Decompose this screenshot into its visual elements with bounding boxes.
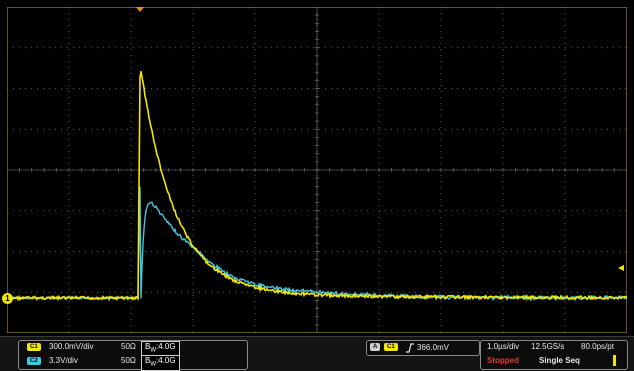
ch2-bandwidth-sub: W — [150, 361, 157, 368]
status-bar: C1 300.0mV/div 50Ω BW:4.0G C2 3.3V/div 5… — [0, 336, 634, 371]
ch1-bandwidth[interactable]: BW:4.0G — [141, 341, 180, 357]
waveform-plot — [7, 7, 627, 333]
ch2-impedance: 50Ω — [121, 356, 136, 365]
channel-settings-box[interactable]: C1 300.0mV/div 50Ω BW:4.0G C2 3.3V/div 5… — [18, 340, 248, 371]
ch2-bandwidth[interactable]: BW:4.0G — [141, 355, 180, 371]
acquisition-state: Stopped — [487, 356, 519, 365]
acquisition-mode: Single Seq — [539, 356, 580, 365]
ch1-bandwidth-value: :4.0G — [156, 342, 176, 351]
timebase-settings-box[interactable]: 1.0µs/div 12.5GS/s 80.0ps/pt Stopped Sin… — [480, 340, 628, 370]
triangle-left-icon — [618, 265, 624, 271]
ch2-scale: 3.3V/div — [49, 356, 78, 365]
sample-rate: 12.5GS/s — [531, 342, 565, 351]
ch1-impedance: 50Ω — [121, 342, 136, 351]
ch2-badge-label: C2 — [30, 358, 38, 364]
ch2-bandwidth-value: :4.0G — [156, 356, 176, 365]
trigger-settings-box[interactable]: A C1 366.0mV — [366, 340, 480, 356]
trigger-level: 366.0mV — [417, 343, 450, 352]
trigger-mode-label: A — [373, 344, 378, 350]
ch1-ground-label: 1 — [5, 294, 10, 303]
ch2-badge[interactable]: C2 — [27, 357, 41, 365]
ch1-ground-marker[interactable]: 1 — [2, 293, 13, 304]
trigger-source-label: C1 — [387, 344, 395, 350]
waveform-screen[interactable]: 1 — [2, 7, 627, 333]
triangle-down-icon — [135, 7, 145, 12]
acquisition-indicator-icon — [613, 355, 616, 366]
trigger-source-badge: C1 — [384, 343, 398, 351]
ch2-bandwidth-prefix: B — [145, 356, 151, 365]
ch1-bandwidth-sub: W — [150, 347, 157, 354]
ch1-scale: 300.0mV/div — [49, 342, 94, 351]
trigger-position-marker — [135, 7, 145, 12]
horizontal-scale: 1.0µs/div — [487, 342, 520, 351]
ch1-badge-label: C1 — [30, 344, 38, 350]
ch1-badge[interactable]: C1 — [27, 343, 41, 351]
trigger-mode-badge: A — [370, 343, 381, 351]
ch1-waveform — [7, 71, 627, 302]
rising-edge-icon — [406, 343, 414, 353]
ch1-bandwidth-prefix: B — [145, 342, 151, 351]
graticule-grid — [7, 7, 627, 333]
trigger-level-marker — [618, 265, 624, 271]
time-resolution: 80.0ps/pt — [581, 342, 614, 351]
